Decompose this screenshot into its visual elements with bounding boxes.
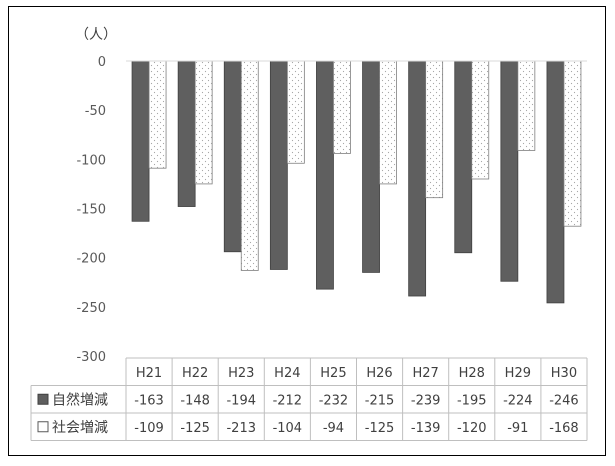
bar-natural [546, 60, 565, 304]
y-tick-label: -250 [76, 301, 106, 316]
data-label: -246 [549, 393, 579, 408]
bar-natural [408, 60, 427, 297]
bar-social [425, 60, 444, 199]
y-tick-label: -150 [76, 203, 106, 218]
legend-label: 自然増減 [52, 391, 108, 408]
bar-social [563, 60, 582, 227]
data-label: -195 [457, 393, 487, 408]
legend-marker-social [37, 421, 49, 433]
data-label: -125 [180, 421, 210, 436]
unit-label: （人） [75, 27, 117, 43]
data-label: -213 [226, 421, 256, 436]
category-label: H25 [320, 366, 346, 381]
data-label: -212 [273, 393, 303, 408]
bar-social [517, 60, 536, 151]
bar-chart: （人） 0-50-100-150-200-250-300 H21 H22 H23 H2… [30, 27, 588, 441]
bar-social [286, 60, 305, 164]
bar-social [379, 60, 397, 185]
y-tick-label: -200 [76, 252, 106, 267]
bar-natural [316, 60, 334, 290]
bar-natural [223, 60, 242, 253]
bar-series [131, 60, 582, 304]
category-label: H26 [366, 366, 392, 381]
category-label: H30 [551, 366, 577, 381]
bar-natural [500, 60, 519, 282]
category-label: H27 [412, 366, 438, 381]
bar-social [333, 60, 351, 154]
data-label: -94 [323, 421, 344, 436]
data-label: -168 [549, 421, 579, 436]
category-label: H28 [459, 366, 485, 381]
data-label: -109 [134, 421, 164, 436]
data-label: -125 [365, 421, 395, 436]
category-label: H24 [274, 366, 300, 381]
chart-frame: （人） 0 -50 -100 -150 -200 -250 -300 H21 H22 H23 H2… [8, 6, 606, 456]
data-label: -232 [319, 393, 349, 408]
y-tick-label: -100 [76, 153, 106, 168]
legend-label: 社会増減 [52, 419, 108, 436]
data-label: -104 [273, 421, 303, 436]
category-label: H29 [505, 366, 531, 381]
data-table: H21 H22 H23 H24 H25 H26 H27 H28 H29 H30 自然増減 -163 -1… [30, 357, 588, 441]
y-axis: 0 -50 -100 -150 -200 -250 -300 [76, 55, 106, 365]
data-label: -91 [507, 421, 528, 436]
data-label: -139 [411, 421, 441, 436]
data-label: -224 [503, 393, 533, 408]
category-label: H21 [136, 366, 162, 381]
bar-social [471, 60, 490, 180]
y-tick-label: -300 [76, 350, 106, 365]
bar-natural [362, 60, 380, 273]
bar-natural [177, 60, 196, 207]
bar-natural [131, 60, 150, 222]
bar-social [240, 60, 259, 271]
data-label: -239 [411, 393, 441, 408]
legend-marker-natural [37, 393, 49, 405]
category-label: H22 [182, 366, 208, 381]
bar-social [194, 60, 213, 185]
y-tick-label: -50 [85, 104, 106, 119]
data-label: -215 [365, 393, 395, 408]
data-label: -194 [226, 393, 256, 408]
data-label: -120 [457, 421, 487, 436]
bar-social [148, 60, 167, 169]
bar-natural [269, 60, 288, 270]
data-label: -163 [134, 393, 164, 408]
category-label: H23 [228, 366, 254, 381]
data-label: -148 [180, 393, 210, 408]
y-tick-label: 0 [98, 55, 106, 70]
bar-natural [454, 60, 473, 254]
